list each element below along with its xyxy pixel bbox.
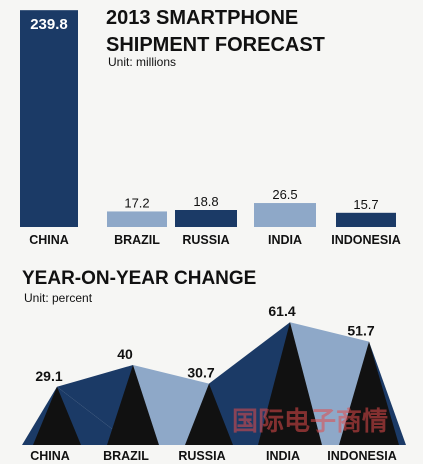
chart-1-unit-label: Unit: millions <box>108 55 176 69</box>
category-label: CHINA <box>29 233 69 247</box>
category-label: RUSSIA <box>178 449 225 463</box>
category-label: INDONESIA <box>331 233 400 247</box>
bar-value-label: 18.8 <box>193 194 218 209</box>
bar-indonesia <box>336 212 396 227</box>
category-label: BRAZIL <box>114 233 160 247</box>
chart-1-bars: 239.8 17.2 18.8 26.5 15.7 <box>20 10 396 228</box>
peak-value-label: 61.4 <box>268 303 295 319</box>
category-label: INDONESIA <box>327 449 396 463</box>
chart-1-title-line-2: SHIPMENT FORECAST <box>106 34 325 56</box>
category-label: RUSSIA <box>182 233 229 247</box>
chart-2-category-labels: CHINA BRAZIL RUSSIA INDIA INDONESIA <box>30 449 397 463</box>
peak-brazil <box>107 365 159 445</box>
peak-china <box>33 386 81 445</box>
chart-1-title-line-1: 2013 SMARTPHONE <box>106 7 298 29</box>
bar-russia <box>175 210 237 227</box>
shipment-forecast-chart: 2013 SMARTPHONE SHIPMENT FORECAST Unit: … <box>20 7 401 247</box>
bar-value-label: 15.7 <box>353 197 378 212</box>
watermark-text: 国际电子商情 <box>232 406 388 437</box>
bar-india <box>254 203 316 227</box>
category-label: INDIA <box>268 233 302 247</box>
category-label: CHINA <box>30 449 70 463</box>
peak-value-label: 51.7 <box>347 323 374 339</box>
bar-value-label: 239.8 <box>30 16 68 33</box>
chart-2-title: YEAR-ON-YEAR CHANGE <box>22 268 256 289</box>
peak-value-label: 30.7 <box>187 365 214 381</box>
chart-2-area: 29.1 40 30.7 61.4 51.7 <box>22 303 406 445</box>
chart-2-unit-label: Unit: percent <box>24 291 93 305</box>
category-label: BRAZIL <box>103 449 149 463</box>
peak-value-label: 29.1 <box>35 368 62 384</box>
chart-1-category-labels: CHINA BRAZIL RUSSIA INDIA INDONESIA <box>29 233 401 247</box>
year-on-year-chart: YEAR-ON-YEAR CHANGE Unit: percent 29.1 40… <box>22 268 406 463</box>
category-label: INDIA <box>266 449 300 463</box>
watermark: 国际电子商情 <box>232 406 388 437</box>
peak-india <box>258 322 322 445</box>
bar-value-label: 17.2 <box>124 195 149 210</box>
bar-china <box>20 10 78 228</box>
bar-value-label: 26.5 <box>272 187 297 202</box>
peak-value-label: 40 <box>117 346 133 362</box>
peak-russia <box>185 383 233 445</box>
bar-brazil <box>107 211 167 227</box>
peak-indonesia <box>339 341 399 445</box>
